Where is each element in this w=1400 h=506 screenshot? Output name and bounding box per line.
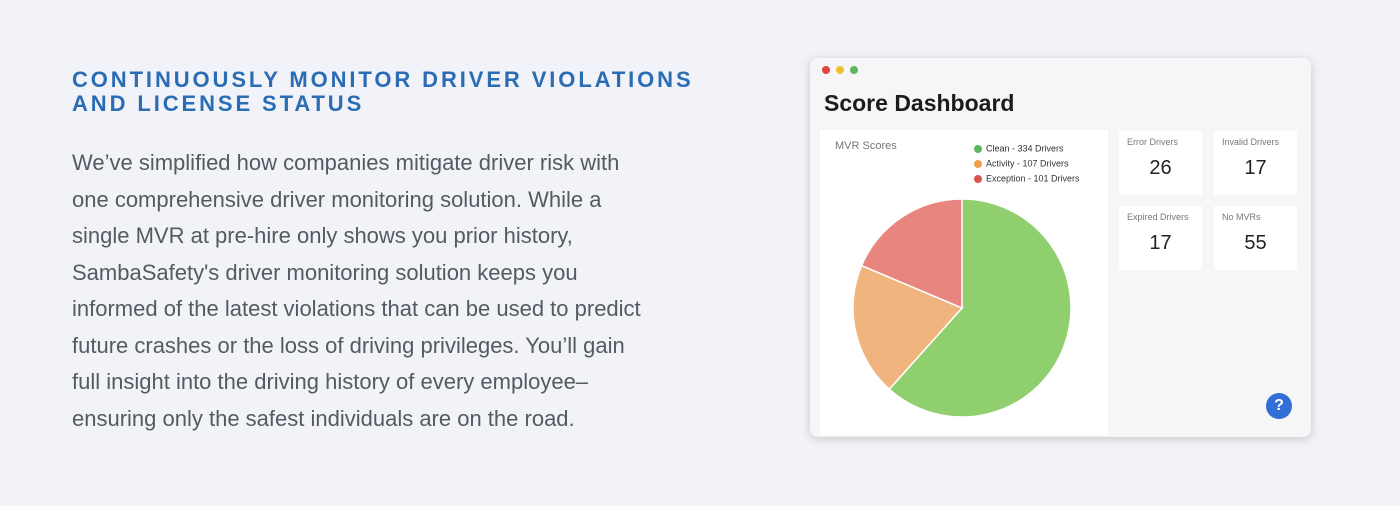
legend-label: Clean - 334 Drivers xyxy=(986,143,1064,153)
dashboard-title: Score Dashboard xyxy=(824,90,1015,116)
legend-label: Activity - 107 Drivers xyxy=(986,158,1069,168)
stat-card: Invalid Drivers 17 xyxy=(1214,131,1297,195)
heading-line: AND LICENSE STATUS xyxy=(72,91,365,116)
heading-line: CONTINUOUSLY MONITOR DRIVER VIOLATIONS xyxy=(72,67,694,92)
stat-value: 55 xyxy=(1244,232,1267,254)
window-bar xyxy=(810,58,1311,82)
stat-label: No MVRs xyxy=(1222,212,1261,222)
pie-slice xyxy=(860,198,963,310)
stat-value: 26 xyxy=(1149,157,1172,179)
pie-chart: MVR Scores Clean - 334 Drivers Activity -… xyxy=(835,140,1080,418)
stat-label: Error Drivers xyxy=(1127,137,1178,147)
body-line: single MVR at pre-hire only shows you pr… xyxy=(72,223,573,248)
legend-label: Exception - 101 Drivers xyxy=(986,173,1080,183)
stat-label: Expired Drivers xyxy=(1127,212,1189,222)
window-dot xyxy=(836,66,844,74)
stat-card: Expired Drivers 17 xyxy=(1119,206,1202,270)
body-line: one comprehensive driver monitoring solu… xyxy=(72,186,602,212)
stat-value: 17 xyxy=(1244,157,1267,179)
legend-dot xyxy=(974,145,982,153)
body-line: full insight into the driving history of… xyxy=(72,369,589,394)
body-line: SambaSafety's driver monitoring solution… xyxy=(72,259,578,285)
body-line: informed of the latest violations that c… xyxy=(72,296,641,321)
legend-dot xyxy=(974,160,982,168)
body-line: We’ve simplified how companies mitigate … xyxy=(72,150,620,175)
body-line: ensuring only the safest individuals are… xyxy=(72,405,575,431)
stat-card: Error Drivers 26 xyxy=(1119,131,1202,195)
window-dot xyxy=(822,66,830,74)
heading: CONTINUOUSLY MONITOR DRIVER VIOLATIONS A… xyxy=(72,68,694,116)
help-button[interactable]: ? xyxy=(1266,393,1292,419)
pie-slice xyxy=(888,198,1072,418)
body-text: We’ve simplified how companies mitigate … xyxy=(72,145,641,437)
stat-label: Invalid Drivers xyxy=(1222,137,1280,147)
pie-slice xyxy=(852,264,964,391)
stat-value: 17 xyxy=(1149,232,1172,254)
dashboard-window: Score Dashboard MVR Scores Clean - 334 D… xyxy=(810,58,1311,437)
chart-panel: MVR Scores Clean - 334 Drivers Activity -… xyxy=(820,130,1108,435)
window-dot xyxy=(850,66,858,74)
body-line: future crashes or the loss of driving pr… xyxy=(72,332,625,358)
legend-dot xyxy=(974,175,982,183)
stat-card: No MVRs 55 xyxy=(1214,206,1297,270)
chart-title: MVR Scores xyxy=(835,140,897,152)
